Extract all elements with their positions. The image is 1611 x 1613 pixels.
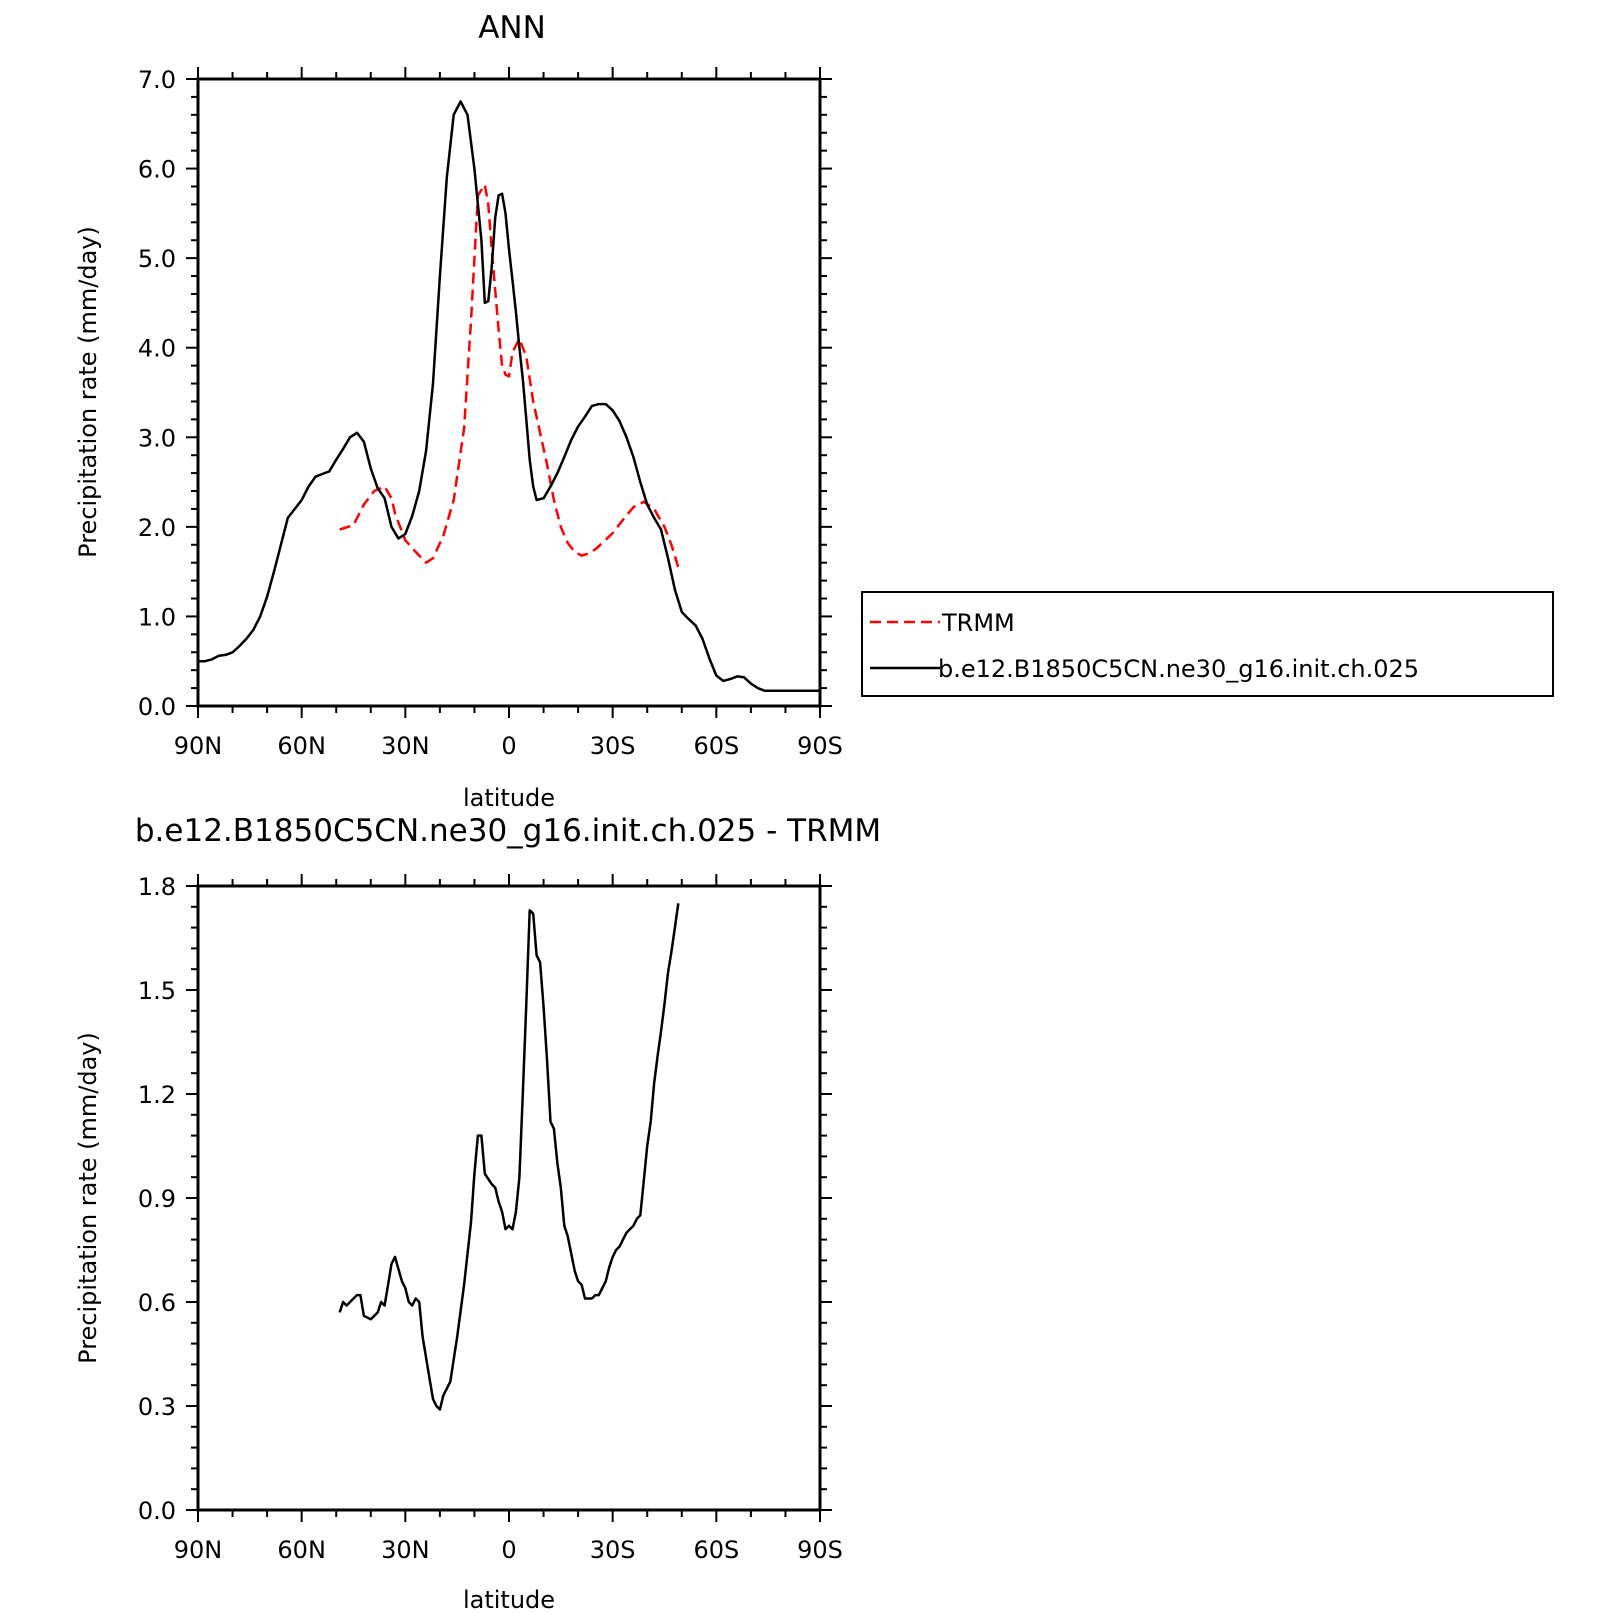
series-line-model [338, 903, 680, 1411]
plot-frame [196, 884, 822, 1512]
x-tick-label: 60S [693, 1536, 739, 1564]
series-line-trmm [339, 183, 680, 568]
legend: TRMM b.e12.B1850C5CN.ne30_g16.init.ch.02… [861, 591, 1554, 697]
x-tick-label: 90N [174, 1536, 223, 1564]
y-tick-label: 0.0 [138, 1497, 176, 1525]
y-tick-label: 0.6 [138, 1289, 176, 1317]
x-tick-label: 0 [501, 1536, 516, 1564]
y-tick-label: 1.5 [138, 977, 176, 1005]
legend-label-trmm: TRMM [941, 609, 1015, 637]
y-tick-label: 5.0 [138, 245, 176, 273]
x-tick-label: 30N [381, 1536, 430, 1564]
x-axis-label: latitude [463, 784, 555, 812]
difference-panel: b.e12.B1850C5CN.ne30_g16.init.ch.025 - T… [74, 813, 881, 1613]
y-tick-label: 6.0 [138, 156, 176, 184]
y-tick-label: 0.9 [138, 1185, 176, 1213]
y-tick-label: 2.0 [138, 514, 176, 542]
x-tick-label: 60S [693, 732, 739, 760]
series-layer [198, 100, 820, 693]
x-axis-label: latitude [463, 1586, 555, 1613]
series-line-model [198, 100, 820, 693]
y-tick-label: 7.0 [138, 66, 176, 94]
axes-ticks: 90N 60N 30N 0 30S 60S 90S 0.0 0.3 0.6 0.9 1.2 1.5 1.8 [138, 873, 843, 1564]
axes-ticks: 90N 60N 30N 0 30S 60S 90S 0.0 1.0 2.0 3.0 4.0 5.0 6.0… [138, 66, 843, 760]
y-tick-label: 0.0 [138, 693, 176, 721]
x-tick-label: 0 [501, 732, 516, 760]
panel-title: b.e12.B1850C5CN.ne30_g16.init.ch.025 - T… [135, 813, 881, 849]
legend-box [861, 591, 1554, 697]
annual-mean-panel: ANN 90N 60N 30N 0 30S 60S 90S 0.0 1.0 2.0 3.0 4.0 5.… [74, 10, 843, 812]
x-tick-label: 90S [797, 732, 843, 760]
x-tick-label: 60N [277, 1536, 326, 1564]
y-tick-label: 1.8 [138, 873, 176, 901]
y-tick-label: 1.0 [138, 603, 176, 631]
x-tick-label: 90N [174, 732, 223, 760]
x-tick-label: 90S [797, 1536, 843, 1564]
series-layer [338, 903, 680, 1411]
legend-label-model: b.e12.B1850C5CN.ne30_g16.init.ch.025 [938, 655, 1419, 683]
y-tick-label: 1.2 [138, 1081, 176, 1109]
panel-title: ANN [478, 10, 546, 46]
x-tick-label: 30S [590, 732, 636, 760]
x-tick-label: 30N [381, 732, 430, 760]
y-tick-label: 3.0 [138, 424, 176, 452]
y-axis-label: Precipitation rate (mm/day) [74, 1032, 102, 1364]
y-axis-label: Precipitation rate (mm/day) [74, 226, 102, 558]
y-tick-label: 0.3 [138, 1393, 176, 1421]
y-tick-label: 4.0 [138, 335, 176, 363]
x-tick-label: 60N [277, 732, 326, 760]
plot-frame [196, 77, 822, 708]
x-tick-label: 30S [590, 1536, 636, 1564]
